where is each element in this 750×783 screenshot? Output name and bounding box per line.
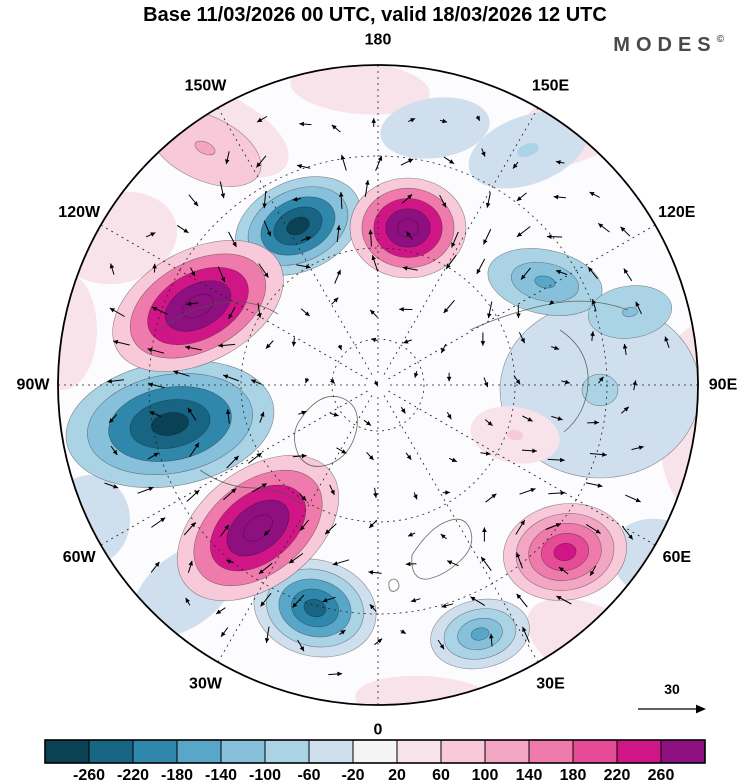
coastline — [411, 518, 473, 580]
graticule-layer — [58, 65, 698, 705]
colorbar-tick-label: 180 — [560, 767, 587, 783]
reference-arrow-label: 30 — [664, 681, 680, 697]
anomaly-contour — [355, 675, 495, 705]
colorbar-tick-label: -260 — [73, 767, 105, 783]
colorbar-cell — [484, 739, 530, 764]
coastline — [388, 578, 400, 592]
anomaly-contour — [397, 218, 419, 238]
colorbar-tick-label: 260 — [648, 767, 675, 783]
colorbar-tick-label: 20 — [388, 767, 406, 783]
anomaly-contour — [194, 140, 216, 156]
page-title: Base 11/03/2026 00 UTC, valid 18/03/2026… — [143, 4, 607, 26]
colorbar-tick-label: 220 — [604, 767, 631, 783]
colorbar-cell — [660, 739, 706, 764]
colorbar-cell — [352, 739, 398, 764]
colorbar-tick-label: -140 — [205, 767, 237, 783]
colorbar-cell — [308, 739, 354, 764]
colorbar-cell — [572, 739, 618, 764]
colorbar-cell — [220, 739, 266, 764]
reference-arrow: 30 — [638, 681, 706, 714]
modes-logo-copyright: © — [716, 34, 724, 45]
lon-label-180: 180 — [365, 32, 392, 49]
colorbar-cell — [44, 739, 90, 764]
colorbar-tick-label: 60 — [432, 767, 450, 783]
anomaly-contour — [150, 412, 190, 436]
colorbar-cell — [132, 739, 178, 764]
modes-logo-text: MODES — [613, 34, 717, 56]
anomaly-contour — [506, 429, 524, 441]
coastline — [294, 395, 358, 467]
colorbar-tick-label: -100 — [249, 767, 281, 783]
lon-label-150W: 150W — [185, 78, 228, 95]
lon-label-60E: 60E — [663, 549, 692, 566]
anomaly-contour — [553, 543, 577, 561]
anomaly-contour — [581, 373, 619, 407]
colorbar-tick-label: -220 — [117, 767, 149, 783]
lon-label-30W: 30W — [189, 675, 223, 692]
lon-label-0: 0 — [374, 722, 383, 739]
map-outline — [57, 64, 699, 706]
lon-label-120E: 120E — [658, 204, 696, 221]
lon-label-120W: 120W — [58, 204, 101, 221]
longitude-labels: 180 150W 150E 120W 120E 90W 90E 60W 60E 30W 30E 0 — [17, 32, 738, 739]
wind-vectors-layer — [104, 115, 670, 677]
colorbar: -260 -220 -180 -140 -100 -60 -20 20 60 100 140 180 2… — [44, 739, 706, 783]
colorbar-cell — [176, 739, 222, 764]
colorbar-cell — [264, 739, 310, 764]
colorbar-tick-label: -180 — [161, 767, 193, 783]
anomaly-contour — [286, 216, 310, 236]
lon-label-90W: 90W — [17, 377, 51, 394]
colorbar-tick-label: -20 — [341, 767, 364, 783]
lon-label-90E: 90E — [709, 377, 738, 394]
lon-label-150E: 150E — [532, 78, 570, 95]
anomaly-contour — [586, 640, 614, 660]
lon-label-60W: 60W — [63, 549, 97, 566]
anomaly-fill-layer — [58, 65, 698, 705]
colorbar-cell — [396, 739, 442, 764]
colorbar-tick-label: 140 — [516, 767, 543, 783]
colorbar-cell — [440, 739, 486, 764]
anomaly-contour — [517, 143, 539, 157]
modes-logo: MODES© — [613, 34, 724, 57]
colorbar-tick-label: 100 — [472, 767, 499, 783]
anomaly-contour — [534, 275, 556, 289]
colorbar-cell — [616, 739, 662, 764]
coastline — [559, 329, 589, 433]
lon-label-30E: 30E — [536, 675, 565, 692]
anomaly-contour — [290, 65, 430, 115]
colorbar-cell — [528, 739, 574, 764]
colorbar-tick-label: -60 — [297, 767, 320, 783]
anomaly-contour — [470, 627, 490, 641]
colorbar-cell — [88, 739, 134, 764]
coastline — [159, 301, 279, 331]
anomaly-contour — [303, 598, 327, 618]
anomaly-contour — [380, 97, 490, 159]
